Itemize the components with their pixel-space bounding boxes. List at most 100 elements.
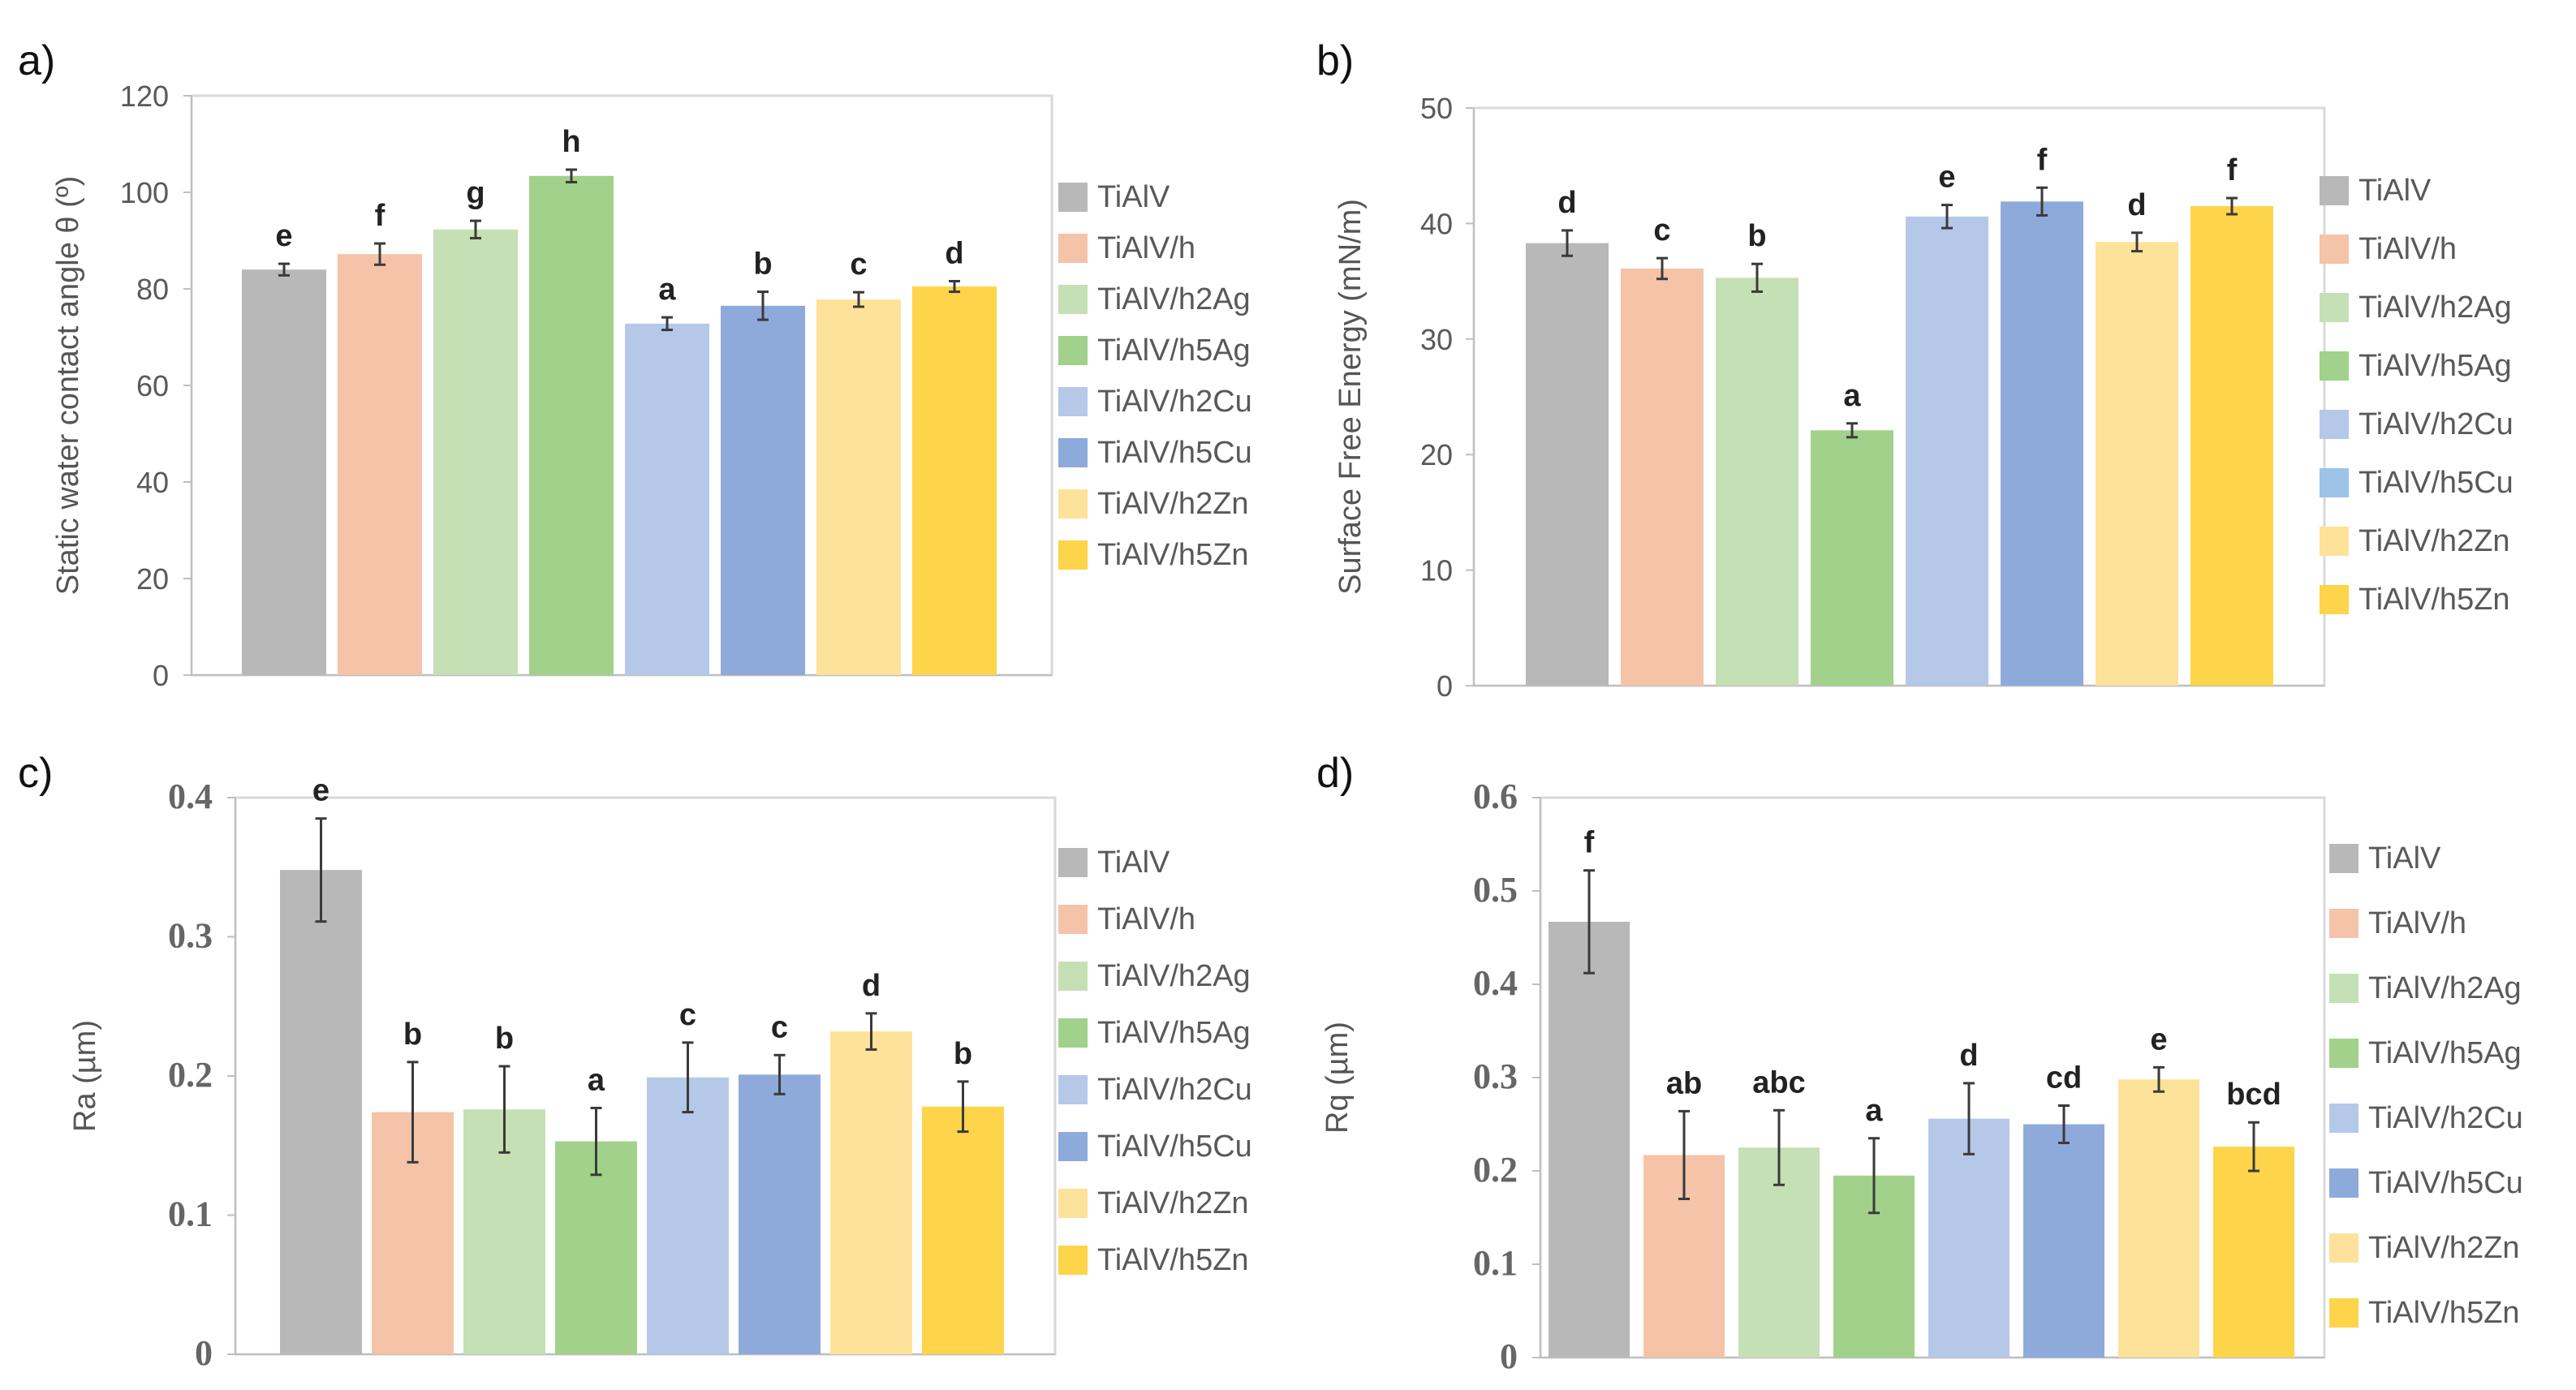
legend-swatch (1058, 1075, 1088, 1104)
y-tick-label: 40 (136, 466, 169, 499)
significance-label: a (1843, 379, 1861, 413)
bar-tialv-h2cu (1928, 1118, 2010, 1358)
legend-label: TiAlV/h5Zn (2368, 1296, 2520, 1330)
panel-b: b) 0 10 20 30 40 50 Surface Free Energy (mN/m) d… (1316, 37, 2514, 703)
legend-swatch (2320, 176, 2349, 205)
y-tick-label: 10 (1420, 554, 1453, 587)
legend-swatch (1058, 336, 1088, 365)
legend-label: TiAlV/h5Ag (2368, 1036, 2522, 1070)
y-tick-label: 0.4 (1473, 963, 1518, 1003)
bar-tialv-h2cu (647, 1077, 729, 1354)
y-tick-label: 50 (1420, 92, 1453, 125)
legend-label: TiAlV/h2Zn (1097, 487, 1249, 521)
legend-swatch (2320, 293, 2349, 322)
legend-label: TiAlV/h2Ag (2358, 290, 2512, 325)
legend-label: TiAlV/h2Cu (1097, 385, 1252, 419)
legend-swatch (1058, 905, 1088, 934)
panel-label: d) (1316, 750, 1354, 797)
bar-tialv-h2zn (816, 299, 901, 675)
legend-swatch (2320, 235, 2349, 264)
y-tick-label: 0 (1437, 669, 1453, 703)
legend-swatch (1058, 1246, 1088, 1275)
bar-tialv-h5zn (912, 286, 997, 675)
legend-label: TiAlV/h2Zn (1097, 1186, 1249, 1220)
significance-label: f (375, 199, 386, 233)
y-axis-title: Ra (µm) (68, 1020, 102, 1132)
legend-label: TiAlV/h5Cu (2358, 466, 2514, 500)
legend-swatch (1058, 848, 1088, 877)
legend-label: TiAlV/h2Zn (2358, 524, 2510, 558)
legend-label: TiAlV (1097, 180, 1170, 214)
y-tick-label: 0.5 (1473, 870, 1518, 910)
y-tick-label: 0.6 (1473, 777, 1518, 816)
legend-label: TiAlV/h2Ag (2368, 971, 2522, 1005)
significance-label: a (588, 1063, 605, 1097)
legend-swatch (1058, 234, 1088, 263)
significance-label: a (658, 273, 676, 307)
legend-label: TiAlV/h5Cu (1097, 1130, 1252, 1164)
significance-label: h (562, 125, 580, 159)
legend-label: TiAlV/h2Cu (2368, 1101, 2523, 1135)
legend-swatch (1058, 285, 1088, 314)
significance-label: a (1865, 1094, 1883, 1128)
y-tick-label: 0.3 (1473, 1056, 1518, 1096)
legend-swatch (2329, 1168, 2358, 1198)
legend-swatch (2320, 468, 2349, 497)
legend-label: TiAlV/h5Zn (2358, 583, 2510, 617)
significance-label: c (679, 998, 696, 1032)
legend-label: TiAlV (2358, 174, 2432, 208)
significance-label: b (954, 1037, 972, 1071)
significance-label: e (1938, 161, 1955, 195)
bar-tialv-h (338, 254, 422, 675)
bar-tialv-h2ag (1716, 278, 1798, 686)
legend-swatch (1058, 1189, 1088, 1218)
significance-label: cd (2046, 1061, 2082, 1095)
bar-tialv (280, 870, 362, 1354)
y-axis-title: Static water contact angle θ (º) (51, 176, 85, 596)
significance-label: f (2227, 153, 2238, 187)
bar-tialv-h5cu (2023, 1124, 2104, 1358)
y-tick-label: 40 (1420, 207, 1453, 240)
legend-label: TiAlV/h5Zn (1097, 1243, 1249, 1277)
bar-tialv-h2ag (433, 229, 518, 675)
legend-label: TiAlV/h5Ag (1097, 1016, 1251, 1050)
panel-label: c) (18, 750, 53, 797)
y-tick-label: 20 (1420, 438, 1453, 471)
legend-swatch (2320, 410, 2349, 439)
significance-label: b (403, 1018, 422, 1052)
y-tick-label: 60 (136, 369, 169, 402)
legend-label: TiAlV/h (2358, 232, 2457, 266)
legend-label: TiAlV/h (2368, 906, 2466, 940)
y-tick-label: 0 (195, 1333, 213, 1373)
y-tick-label: 0.3 (168, 916, 213, 956)
legend-label: TiAlV/h (1097, 902, 1195, 936)
y-tick-label: 100 (120, 176, 169, 209)
legend-swatch (2320, 585, 2349, 614)
y-tick-label: 20 (136, 562, 169, 596)
significance-label: f (2037, 143, 2048, 177)
legend-swatch (2329, 1233, 2358, 1263)
significance-label: e (275, 219, 292, 253)
legend-swatch (1058, 387, 1088, 416)
legend-swatch (1058, 1132, 1088, 1161)
significance-label: bcd (2226, 1078, 2281, 1112)
panel-a: a) 0 20 40 60 80 100 120 Static water contact an… (18, 37, 1252, 692)
bar-tialv-h5cu (2001, 201, 2083, 686)
legend-swatch (2320, 527, 2349, 556)
legend-swatch (2329, 1039, 2358, 1068)
bar-tialv-h5cu (739, 1074, 821, 1354)
y-tick-label: 120 (120, 80, 169, 113)
significance-label: b (1747, 219, 1766, 253)
legend-swatch (2329, 909, 2358, 938)
panel-label: b) (1316, 37, 1354, 84)
legend-label: TiAlV/h5Ag (1097, 334, 1251, 368)
legend-swatch (2329, 1298, 2358, 1328)
significance-label: d (945, 236, 963, 270)
legend-swatch (2329, 844, 2358, 873)
bar-tialv-h5ag (529, 175, 614, 675)
legend-swatch (1058, 183, 1088, 212)
legend-label: TiAlV (2368, 841, 2441, 876)
legend-label: TiAlV/h2Ag (1097, 959, 1251, 993)
significance-label: d (862, 969, 881, 1003)
legend-swatch (1058, 540, 1088, 570)
